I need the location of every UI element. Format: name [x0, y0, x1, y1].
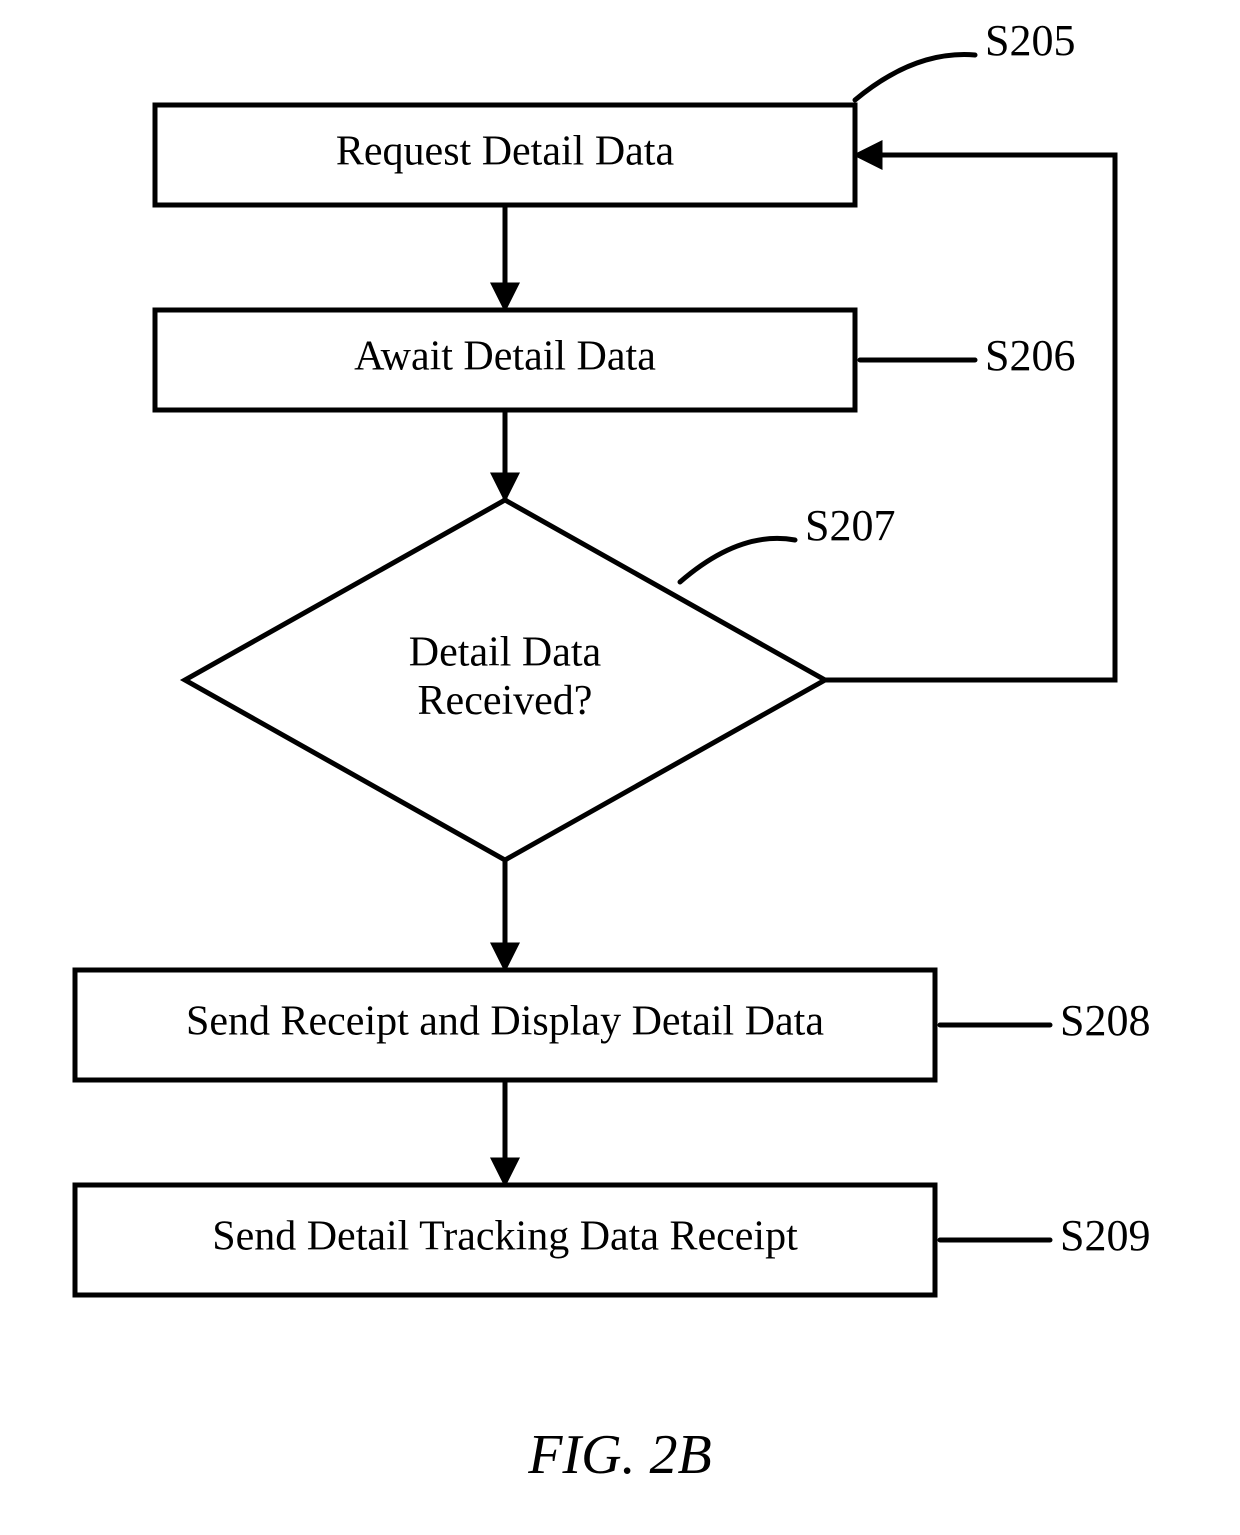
label-leader — [855, 55, 975, 100]
flow-process: Await Detail Data — [155, 310, 855, 410]
flow-process: Request Detail Data — [155, 105, 855, 205]
step-label: S205 — [985, 16, 1075, 65]
step-label: S207 — [805, 501, 895, 550]
figure-caption: FIG. 2B — [527, 1424, 712, 1486]
flow-node-text: Received? — [418, 678, 593, 724]
flow-node-text: Send Receipt and Display Detail Data — [186, 999, 824, 1045]
flow-edge — [825, 155, 1115, 680]
flow-node-text: Detail Data — [409, 629, 602, 675]
step-label: S206 — [985, 331, 1075, 380]
flow-node-text: Send Detail Tracking Data Receipt — [212, 1214, 798, 1260]
flow-process: Send Detail Tracking Data Receipt — [75, 1185, 935, 1295]
step-label: S208 — [1060, 996, 1150, 1045]
flow-decision: Detail DataReceived? — [185, 500, 825, 860]
flow-node-text: Await Detail Data — [354, 334, 656, 380]
label-leader — [680, 538, 795, 582]
step-label: S209 — [1060, 1211, 1150, 1260]
flow-process: Send Receipt and Display Detail Data — [75, 970, 935, 1080]
flow-node-text: Request Detail Data — [336, 129, 675, 175]
